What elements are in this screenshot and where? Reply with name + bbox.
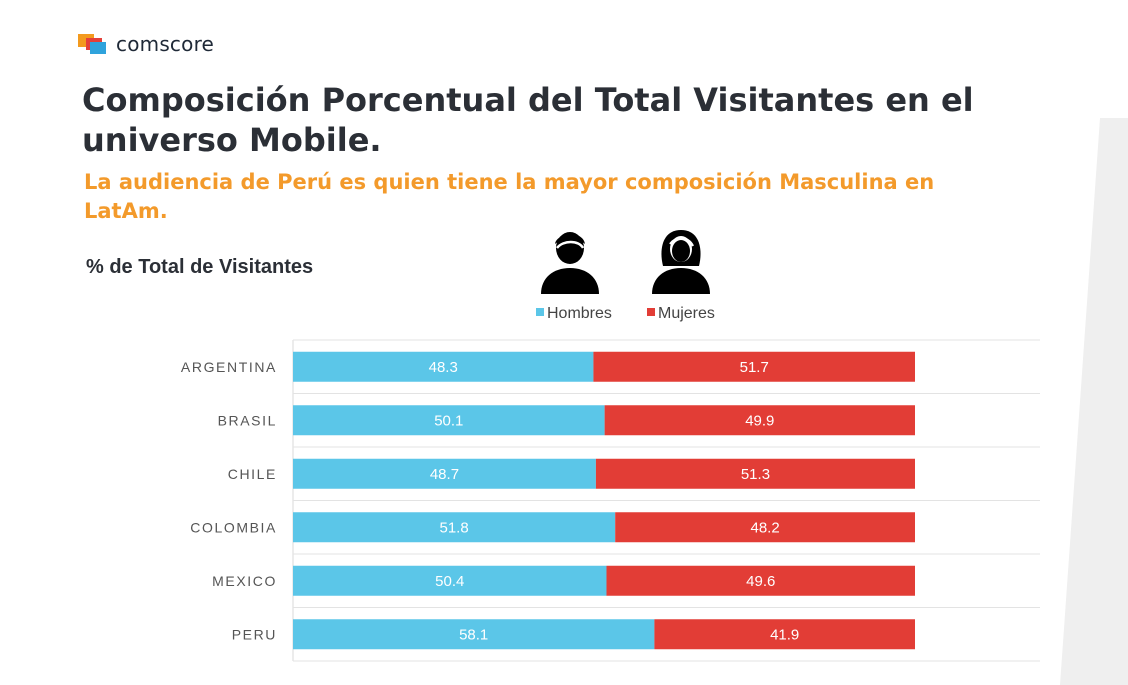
bar-mujeres-argentina [593, 351, 915, 382]
category-label-colombia: COLOMBIA [190, 519, 277, 535]
bar-hombres-argentina [293, 351, 594, 382]
value-label-mujeres-colombia: 48.2 [750, 519, 779, 536]
category-label-chile: CHILE [228, 466, 277, 482]
category-label-mexico: MEXICO [212, 573, 277, 589]
value-label-mujeres-peru: 41.9 [770, 626, 799, 643]
chart-title: % de Total de Visitantes [86, 256, 314, 278]
bar-hombres-peru [293, 619, 655, 650]
legend-label-mujeres: Mujeres [658, 305, 715, 322]
page-title: Composición Porcentual del Total Visitan… [82, 81, 974, 159]
chart-bars: ARGENTINA 48.3 51.7 BRASIL 50.1 49.9 CHILE 48.7… [181, 351, 915, 650]
category-label-argentina: ARGENTINA [181, 359, 277, 375]
bar-hombres-colombia [293, 512, 616, 543]
value-label-mujeres-argentina: 51.7 [740, 359, 769, 376]
value-label-hombres-mexico: 50.4 [435, 573, 464, 590]
legend-label-hombres: Hombres [547, 305, 612, 322]
value-label-hombres-peru: 58.1 [459, 626, 488, 643]
chart-legend: Hombres Mujeres [536, 305, 715, 322]
bar-mujeres-chile [595, 458, 915, 489]
value-label-hombres-chile: 48.7 [430, 466, 459, 483]
woman-icon [652, 230, 710, 294]
value-label-mujeres-brasil: 49.9 [745, 412, 774, 429]
bar-hombres-chile [293, 458, 596, 489]
category-label-peru: PERU [232, 626, 277, 642]
bar-mujeres-brasil [604, 405, 915, 436]
bar-mujeres-mexico [606, 565, 915, 596]
page-subtitle: La audiencia de Perú es quien tiene la m… [84, 170, 935, 223]
bar-mujeres-colombia [615, 512, 915, 543]
value-label-hombres-argentina: 48.3 [429, 359, 458, 376]
man-icon [541, 232, 599, 294]
category-label-brasil: BRASIL [218, 412, 277, 428]
legend-swatch-hombres [536, 308, 544, 316]
bar-hombres-brasil [293, 405, 605, 436]
chart-grid [292, 339, 1040, 662]
bar-mujeres-peru [654, 619, 915, 650]
bar-hombres-mexico [293, 565, 607, 596]
comscore-logo-icon [78, 32, 108, 56]
value-label-mujeres-chile: 51.3 [741, 466, 770, 483]
value-label-mujeres-mexico: 49.6 [746, 573, 775, 590]
brand-name: comscore [116, 32, 215, 56]
brand-logo: comscore [78, 32, 214, 56]
value-label-hombres-colombia: 51.8 [439, 519, 468, 536]
value-label-hombres-brasil: 50.1 [434, 412, 463, 429]
legend-swatch-mujeres [647, 308, 655, 316]
